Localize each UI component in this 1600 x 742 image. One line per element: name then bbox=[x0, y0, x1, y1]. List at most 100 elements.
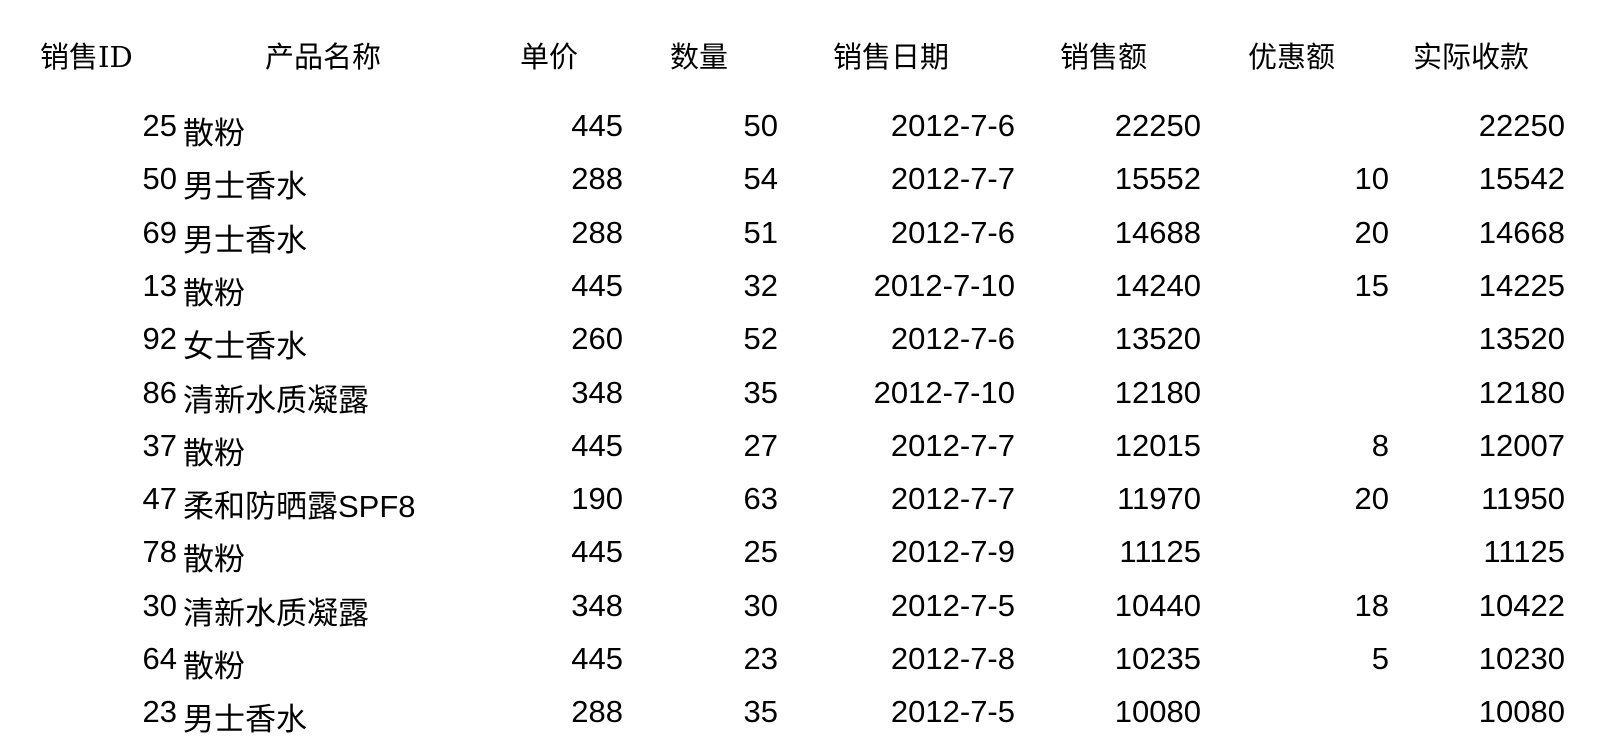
quantity-cell: 50 bbox=[743, 108, 778, 143]
sale-id-cell: 30 bbox=[142, 587, 177, 623]
product-name-cell: 散粉 bbox=[183, 435, 245, 471]
product-name-cell: 散粉 bbox=[183, 275, 245, 311]
actual-received-cell: 10422 bbox=[1478, 587, 1565, 623]
table-row: 25 散粉 445 50 2012-7-6 22250 22250 bbox=[0, 100, 1600, 154]
sale-date-cell: 2012-7-5 bbox=[890, 587, 1015, 623]
header-actual-received: 实际收款 bbox=[1413, 40, 1530, 74]
unit-price-cell: 445 bbox=[571, 641, 623, 676]
unit-price-cell: 445 bbox=[571, 267, 623, 303]
table-row: 30 清新水质凝露 348 30 2012-7-5 10440 18 10422 bbox=[0, 580, 1600, 634]
unit-price-cell: 445 bbox=[571, 534, 623, 570]
table-row: 69 男士香水 288 51 2012-7-6 14688 20 14668 bbox=[0, 207, 1600, 261]
quantity-cell: 52 bbox=[743, 321, 778, 357]
unit-price-cell: 445 bbox=[571, 427, 623, 463]
quantity-cell: 27 bbox=[743, 427, 778, 463]
sales-amount-cell: 10080 bbox=[1114, 694, 1201, 730]
actual-received-cell: 12180 bbox=[1478, 374, 1565, 410]
header-sale-id: 销售ID bbox=[40, 40, 133, 74]
product-name-cell: 清新水质凝露 bbox=[183, 382, 369, 418]
table-row: 47 柔和防晒露SPF8 190 63 2012-7-7 11970 20 11950 bbox=[0, 473, 1600, 527]
actual-received-cell: 10230 bbox=[1478, 641, 1565, 676]
sales-amount-cell: 22250 bbox=[1114, 108, 1201, 143]
sales-amount-cell: 11970 bbox=[1117, 481, 1201, 517]
sale-id-cell: 23 bbox=[142, 694, 177, 730]
product-name-cell: 男士香水 bbox=[183, 222, 307, 258]
header-sale-date: 销售日期 bbox=[833, 40, 950, 74]
sales-amount-cell: 12015 bbox=[1114, 427, 1201, 463]
discount-cell: 20 bbox=[1354, 481, 1389, 517]
sale-date-cell: 2012-7-10 bbox=[873, 374, 1015, 410]
quantity-cell: 51 bbox=[743, 214, 778, 250]
discount-cell: 20 bbox=[1354, 214, 1389, 250]
actual-received-cell: 22250 bbox=[1478, 108, 1565, 143]
sale-date-cell: 2012-7-6 bbox=[890, 321, 1015, 357]
discount-cell: 18 bbox=[1354, 587, 1389, 623]
discount-cell: 15 bbox=[1354, 267, 1389, 303]
actual-received-cell: 15542 bbox=[1478, 161, 1565, 197]
header-sales-amount: 销售额 bbox=[1060, 40, 1148, 74]
product-name-cell: 男士香水 bbox=[183, 169, 307, 205]
quantity-cell: 23 bbox=[743, 641, 778, 676]
actual-received-cell: 12007 bbox=[1478, 427, 1565, 463]
quantity-cell: 30 bbox=[743, 587, 778, 623]
product-name-cell: 男士香水 bbox=[183, 702, 307, 738]
actual-received-cell: 11125 bbox=[1483, 534, 1565, 570]
sale-date-cell: 2012-7-5 bbox=[890, 694, 1015, 730]
unit-price-cell: 288 bbox=[571, 161, 623, 197]
header-quantity: 数量 bbox=[670, 40, 729, 74]
table-row: 13 散粉 445 32 2012-7-10 14240 15 14225 bbox=[0, 260, 1600, 314]
unit-price-cell: 445 bbox=[571, 108, 623, 143]
sales-amount-cell: 12180 bbox=[1114, 374, 1201, 410]
table-row: 64 散粉 445 23 2012-7-8 10235 5 10230 bbox=[0, 633, 1600, 687]
sale-id-cell: 37 bbox=[142, 427, 177, 463]
quantity-cell: 35 bbox=[743, 374, 778, 410]
sales-amount-cell: 15552 bbox=[1114, 161, 1201, 197]
sales-amount-cell: 14240 bbox=[1114, 267, 1201, 303]
discount-cell: 5 bbox=[1371, 641, 1389, 676]
sales-amount-cell: 10235 bbox=[1114, 641, 1201, 676]
sale-id-cell: 13 bbox=[142, 267, 177, 303]
sales-amount-cell: 10440 bbox=[1114, 587, 1201, 623]
product-name-cell: 女士香水 bbox=[183, 329, 307, 365]
actual-received-cell: 10080 bbox=[1478, 694, 1565, 730]
sales-amount-cell: 14688 bbox=[1114, 214, 1201, 250]
discount-cell: 8 bbox=[1371, 427, 1389, 463]
product-name-cell: 散粉 bbox=[183, 116, 245, 151]
sale-id-cell: 50 bbox=[142, 161, 177, 197]
quantity-cell: 32 bbox=[743, 267, 778, 303]
sales-amount-cell: 11125 bbox=[1119, 534, 1201, 570]
sale-date-cell: 2012-7-7 bbox=[890, 427, 1015, 463]
sale-id-cell: 25 bbox=[142, 108, 177, 143]
table-row: 37 散粉 445 27 2012-7-7 12015 8 12007 bbox=[0, 420, 1600, 474]
sale-date-cell: 2012-7-6 bbox=[890, 108, 1015, 143]
header-product-name: 产品名称 bbox=[265, 40, 382, 74]
sales-amount-cell: 13520 bbox=[1114, 321, 1201, 357]
product-name-cell: 柔和防晒露SPF8 bbox=[183, 489, 416, 525]
quantity-cell: 54 bbox=[743, 161, 778, 197]
table-row: 23 男士香水 288 35 2012-7-5 10080 10080 bbox=[0, 686, 1600, 740]
sale-date-cell: 2012-7-7 bbox=[890, 161, 1015, 197]
sale-id-cell: 92 bbox=[142, 321, 177, 357]
actual-received-cell: 14225 bbox=[1478, 267, 1565, 303]
sale-id-cell: 47 bbox=[142, 481, 177, 517]
sale-date-cell: 2012-7-7 bbox=[890, 481, 1015, 517]
product-name-cell: 散粉 bbox=[183, 542, 245, 578]
sale-id-cell: 78 bbox=[142, 534, 177, 570]
table-row: 78 散粉 445 25 2012-7-9 11125 11125 bbox=[0, 526, 1600, 580]
header-unit-price: 单价 bbox=[520, 40, 579, 74]
actual-received-cell: 13520 bbox=[1478, 321, 1565, 357]
table-row: 86 清新水质凝露 348 35 2012-7-10 12180 12180 bbox=[0, 367, 1600, 421]
product-name-cell: 散粉 bbox=[183, 649, 245, 684]
sale-date-cell: 2012-7-10 bbox=[873, 267, 1015, 303]
product-name-cell: 清新水质凝露 bbox=[183, 595, 369, 631]
table-row: 92 女士香水 260 52 2012-7-6 13520 13520 bbox=[0, 313, 1600, 367]
sale-id-cell: 64 bbox=[142, 641, 177, 676]
discount-cell: 10 bbox=[1354, 161, 1389, 197]
sale-date-cell: 2012-7-9 bbox=[890, 534, 1015, 570]
quantity-cell: 35 bbox=[743, 694, 778, 730]
table-row: 50 男士香水 288 54 2012-7-7 15552 10 15542 bbox=[0, 153, 1600, 207]
sale-id-cell: 86 bbox=[142, 374, 177, 410]
unit-price-cell: 288 bbox=[571, 214, 623, 250]
quantity-cell: 63 bbox=[743, 481, 778, 517]
header-discount: 优惠额 bbox=[1248, 40, 1336, 74]
